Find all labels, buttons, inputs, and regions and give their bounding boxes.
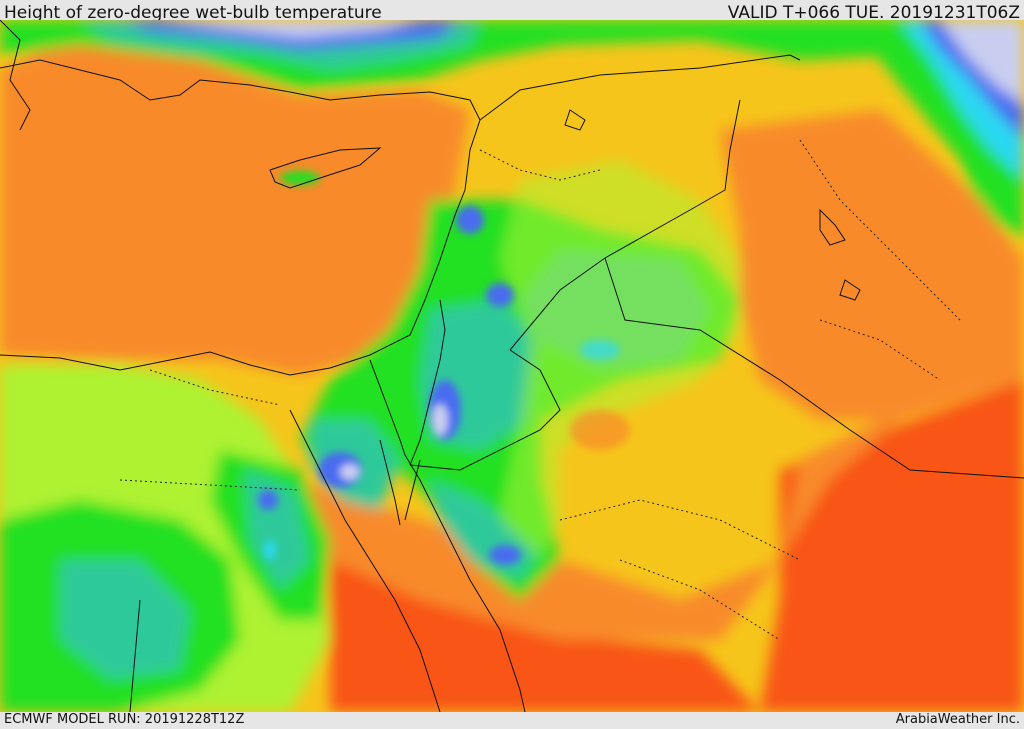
weather-map bbox=[0, 20, 1024, 712]
band-orange-sea bbox=[0, 40, 470, 375]
cyprus-green bbox=[280, 171, 320, 185]
valid-time-label: VALID T+066 TUE. 20191231T06Z bbox=[727, 3, 1020, 22]
admin-line-6 bbox=[479, 149, 601, 181]
credit-label: ArabiaWeather Inc. bbox=[895, 712, 1020, 727]
band-teal-egypt bbox=[60, 560, 190, 680]
band-lavender-ne bbox=[940, 20, 1024, 105]
border-syria-iraq-jordan bbox=[509, 99, 741, 351]
core-lavender-1 bbox=[432, 404, 448, 436]
admin-line-7 bbox=[819, 319, 941, 381]
core-cyan-2 bbox=[580, 340, 620, 360]
core-blue-5 bbox=[258, 490, 278, 510]
admin-line-2 bbox=[119, 479, 301, 491]
border-saudi-iraq bbox=[604, 257, 1024, 479]
band-orange-south bbox=[300, 420, 900, 640]
admin-line-1 bbox=[149, 369, 281, 406]
border-israel-jordan bbox=[409, 299, 446, 466]
band-lime-ring bbox=[500, 160, 740, 560]
core-cyan-1 bbox=[264, 540, 276, 560]
lake-assad bbox=[564, 109, 586, 131]
cold-cores bbox=[258, 171, 630, 565]
coastline-red-sea-west bbox=[289, 409, 441, 712]
admin-line-3 bbox=[559, 499, 801, 561]
border-jordan-saudi bbox=[409, 349, 561, 471]
cyprus-outline bbox=[269, 147, 382, 189]
lake-tharthar bbox=[819, 208, 846, 246]
border-egypt-sudan-stub bbox=[129, 599, 141, 712]
coastline-mediterranean bbox=[0, 59, 481, 376]
border-turkey-syria bbox=[479, 54, 801, 121]
coastline-aegean bbox=[0, 20, 31, 131]
coastline-red-sea-east bbox=[404, 454, 526, 712]
admin-line-5 bbox=[619, 559, 781, 641]
patch-orange-saudi bbox=[570, 410, 630, 450]
band-lavender-north bbox=[160, 20, 420, 38]
band-orange-east bbox=[720, 110, 1024, 420]
map-canvas bbox=[0, 20, 1024, 712]
core-blue-1 bbox=[486, 283, 514, 307]
core-blue-4 bbox=[456, 206, 484, 234]
footer-bar: ECMWF MODEL RUN: 20191228T12Z ArabiaWeat… bbox=[0, 712, 1024, 729]
header-bar: Height of zero-degree wet-bulb temperatu… bbox=[0, 0, 1024, 22]
lake-milh bbox=[839, 279, 861, 301]
core-blue-6 bbox=[489, 545, 521, 565]
map-title: Height of zero-degree wet-bulb temperatu… bbox=[4, 3, 382, 22]
borders bbox=[129, 54, 1024, 712]
admin-line-4 bbox=[799, 139, 961, 321]
admin-boundaries bbox=[119, 139, 961, 641]
coastline-gulf-suez bbox=[379, 439, 401, 526]
model-run-label: ECMWF MODEL RUN: 20191228T12Z bbox=[4, 712, 245, 727]
coastlines bbox=[0, 20, 861, 712]
core-lavender-2 bbox=[340, 464, 360, 480]
border-egypt-israel bbox=[369, 359, 406, 456]
coastline-gulf-aqaba bbox=[404, 459, 421, 521]
